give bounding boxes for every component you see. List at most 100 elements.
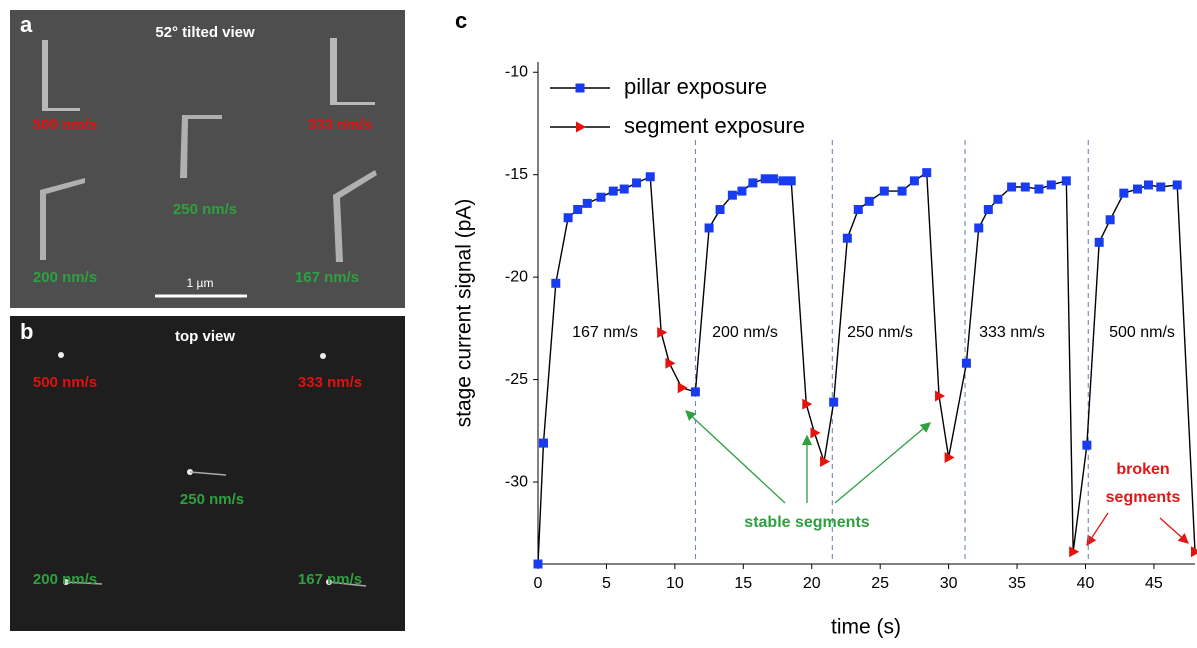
point	[1046, 180, 1056, 190]
speed-label: 500 nm/s	[33, 374, 97, 391]
point	[944, 451, 955, 463]
point	[1156, 182, 1166, 192]
panel-b: b top view 500 nm/s 333 nm/s 250 nm/s 20…	[10, 316, 405, 631]
point	[596, 192, 606, 202]
y-tick-label: -25	[505, 371, 528, 388]
speed-label: 200 nm/s	[33, 571, 97, 588]
arrow	[834, 422, 931, 504]
point	[829, 397, 839, 407]
point	[842, 233, 852, 243]
legend-label: pillar exposure	[624, 74, 767, 99]
x-tick-label: 0	[534, 575, 543, 592]
point	[853, 205, 863, 215]
point	[748, 178, 758, 188]
panel-title: top view	[175, 328, 235, 345]
pillar-dot	[58, 352, 64, 358]
panel-title: 52° tilted view	[155, 24, 255, 41]
point	[533, 559, 543, 569]
point	[619, 184, 629, 194]
y-tick-label: -10	[505, 63, 528, 80]
point	[983, 205, 993, 215]
speed-label: 333 nm/s	[298, 374, 362, 391]
arrow	[1159, 517, 1189, 544]
connecting-line	[537, 171, 1196, 565]
speed-label: 167 nm/s	[295, 269, 359, 286]
speed-label: 250 nm/s	[180, 491, 244, 508]
point	[563, 213, 573, 223]
point	[1094, 237, 1104, 247]
x-tick-label: 5	[602, 575, 611, 592]
point	[645, 172, 655, 182]
y-tick-label: -20	[505, 268, 528, 285]
pillar-dot	[320, 353, 326, 359]
y-axis-title: stage current signal (pA)	[453, 199, 476, 428]
x-tick-label: 15	[734, 575, 752, 592]
speed-label: 250 nm/s	[173, 201, 237, 218]
point	[922, 168, 932, 178]
annotation: 167 nm/s	[572, 324, 638, 341]
point	[1143, 180, 1153, 190]
x-tick-label: 30	[940, 575, 958, 592]
pillar	[330, 38, 375, 105]
panel-a: a 52° tilted view 500 nm/s 333 nm/s 250 …	[10, 10, 405, 308]
point	[573, 205, 583, 215]
segment	[189, 471, 227, 476]
point	[974, 223, 984, 233]
x-tick-label: 25	[871, 575, 889, 592]
point	[1069, 546, 1080, 558]
point	[632, 178, 642, 188]
point	[760, 174, 770, 184]
point	[1061, 176, 1071, 186]
point	[1007, 182, 1017, 192]
point	[961, 358, 971, 368]
point	[727, 190, 737, 200]
annotation: 333 nm/s	[979, 324, 1045, 341]
point	[538, 438, 548, 448]
speed-label: 500 nm/s	[33, 116, 97, 133]
point	[778, 176, 788, 186]
x-tick-label: 35	[1008, 575, 1026, 592]
legend-label: segment exposure	[624, 113, 805, 138]
pillar	[333, 170, 377, 262]
point	[704, 223, 714, 233]
annotation: stable segments	[744, 514, 869, 531]
point	[582, 198, 592, 208]
point	[993, 194, 1003, 204]
legend-marker	[576, 121, 586, 133]
panel-label: a	[20, 12, 33, 37]
point	[768, 174, 778, 184]
pillar	[42, 40, 80, 111]
annotation: 500 nm/s	[1109, 324, 1175, 341]
legend-marker	[575, 83, 585, 93]
y-tick-label: -30	[505, 473, 528, 490]
sem-image	[10, 10, 405, 308]
pillar	[180, 115, 222, 178]
x-tick-label: 10	[666, 575, 684, 592]
point	[810, 427, 821, 439]
segment	[65, 581, 103, 585]
speed-label: 200 nm/s	[33, 269, 97, 286]
point	[690, 387, 700, 397]
annotation: 200 nm/s	[712, 324, 778, 341]
point	[551, 278, 561, 288]
point	[820, 456, 831, 468]
x-axis-title: time (s)	[831, 616, 901, 639]
speed-label: 167 nm/s	[298, 571, 362, 588]
point	[864, 196, 874, 206]
y-tick-label: -15	[505, 166, 528, 183]
annotation: broken segments	[1105, 461, 1181, 506]
annotation: 250 nm/s	[847, 324, 913, 341]
point	[715, 205, 725, 215]
arrow	[685, 410, 786, 504]
arrows	[685, 410, 1189, 547]
point	[879, 186, 889, 196]
x-tick-label: 20	[803, 575, 821, 592]
point	[737, 186, 747, 196]
point	[802, 398, 813, 410]
point	[1082, 440, 1092, 450]
point	[1191, 546, 1197, 558]
point	[608, 186, 618, 196]
point	[909, 176, 919, 186]
